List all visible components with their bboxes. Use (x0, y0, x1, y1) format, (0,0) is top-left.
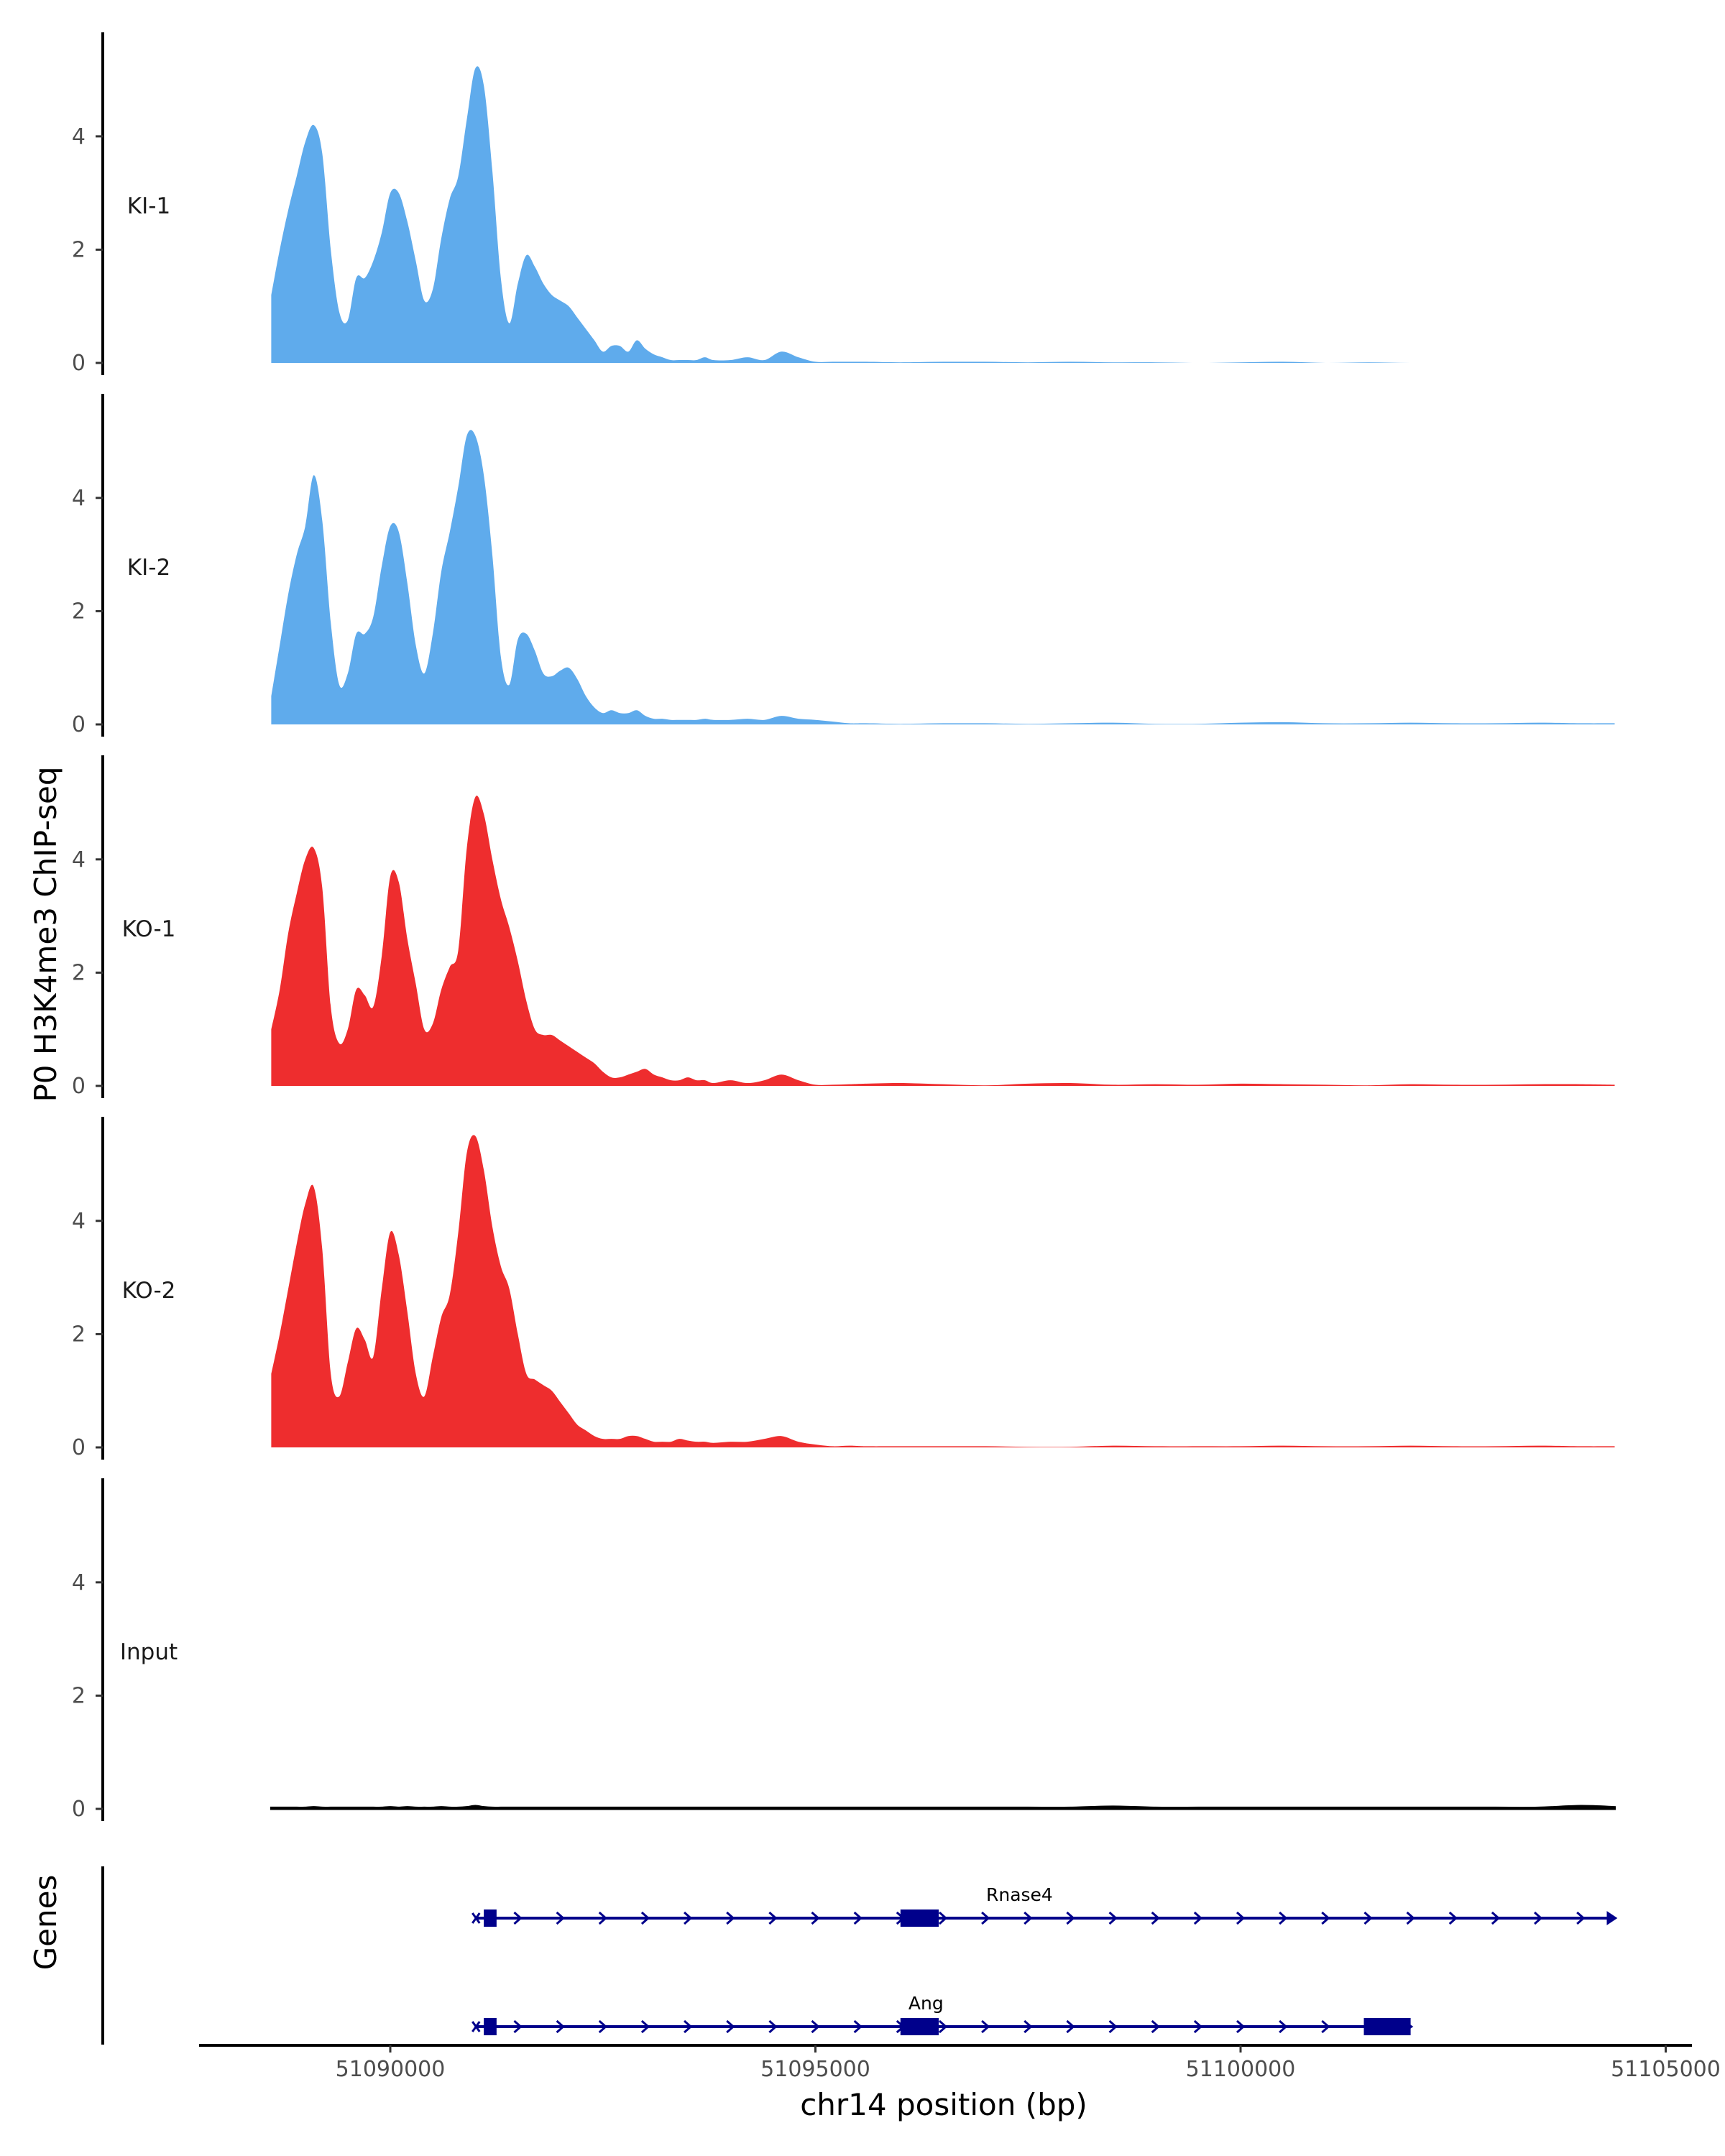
y-axis-title: P0 H3K4me3 ChIP-seq (28, 766, 63, 1102)
strand-arrow-rnase4 (1363, 1911, 1373, 1925)
x-tick-label-51100000: 51100000 (1186, 2057, 1296, 2082)
x-tick-label-51105000: 51105000 (1611, 2057, 1721, 2082)
strand-arrow-ang (640, 2019, 650, 2034)
strand-arrow-ang (726, 2019, 735, 2034)
signal-area-input (270, 1805, 1616, 1810)
signal-area-ko-1 (271, 796, 1615, 1086)
signal-area-ki-2 (271, 430, 1615, 724)
strand-arrow-rnase4 (853, 1911, 862, 1925)
y-tick-label-ki-2-4: 4 (72, 486, 86, 511)
signal-tracks: 0 2 4 KI-1 0 2 4 KI-2 0 2 4 KO-1 0 2 4 KO-2 0 2 4 Input (72, 32, 1616, 1822)
track-label-ko-2: KO-2 (122, 1278, 176, 1304)
genes-axis-title: Genes (28, 1875, 63, 1971)
track-label-ki-2: KI-2 (127, 555, 170, 581)
strand-arrow-rnase4 (1321, 1911, 1330, 1925)
track-ki-1: 0 2 4 KI-1 (72, 32, 1615, 376)
strand-arrow-rnase4 (768, 1911, 778, 1925)
y-tick-label-input-2: 2 (72, 1683, 86, 1708)
y-tick-label-ko-2-4: 4 (72, 1209, 86, 1234)
strand-arrow-ang (1193, 2019, 1203, 2034)
strand-arrow-rnase4 (1193, 1911, 1203, 1925)
strand-arrow-ang (853, 2019, 862, 2034)
y-tick-label-ko-2-2: 2 (72, 1322, 86, 1347)
strand-arrow-ang (981, 2019, 990, 2034)
exon-rnase4-1 (484, 1909, 497, 1927)
x-axis-title: chr14 position (bp) (800, 2087, 1087, 2122)
strand-arrow-rnase4 (1534, 1911, 1543, 1925)
track-ki-2: 0 2 4 KI-2 (72, 394, 1615, 737)
strand-arrow-ang (556, 2019, 565, 2034)
strand-arrow-rnase4 (1448, 1911, 1458, 1925)
x-tick-label-51095000: 51095000 (760, 2057, 870, 2082)
genes-panel: Rnase4 Ang (101, 1866, 1618, 2045)
y-tick-label-ki-1-0: 0 (72, 351, 86, 376)
strand-arrow-ang (513, 2019, 523, 2034)
y-tick-label-ki-1-2: 2 (72, 237, 86, 262)
strand-arrow-rnase4 (684, 1911, 693, 1925)
strand-arrow-rnase4 (556, 1911, 565, 1925)
strand-arrow-ang (1066, 2019, 1075, 2034)
strand-arrow-rnase4 (598, 1911, 608, 1925)
exon-rnase4-2 (900, 1909, 939, 1927)
strand-arrow-rnase4 (1406, 1911, 1415, 1925)
strand-arrow-rnase4 (1108, 1911, 1118, 1925)
strand-arrow-rnase4 (811, 1911, 820, 1925)
gene-ang: Ang (472, 1993, 1414, 2035)
signal-area-ko-2 (271, 1135, 1615, 1447)
strand-arrow-rnase4 (1279, 1911, 1288, 1925)
strand-arrow-ang (1151, 2019, 1160, 2034)
strand-arrow-ang (598, 2019, 608, 2034)
strand-arrow-rnase4 (981, 1911, 990, 1925)
strand-arrow-rnase4 (1151, 1911, 1160, 1925)
y-tick-label-ko-1-0: 0 (72, 1074, 86, 1099)
strand-arrow-ang (1108, 2019, 1118, 2034)
gene-start-marker-rnase4 (472, 1912, 481, 1924)
x-tick-label-51090000: 51090000 (336, 2057, 446, 2082)
strand-arrow-rnase4 (640, 1911, 650, 1925)
strand-arrow-rnase4 (513, 1911, 523, 1925)
track-label-ki-1: KI-1 (127, 193, 170, 219)
y-tick-label-input-0: 0 (72, 1797, 86, 1822)
y-tick-label-ki-2-2: 2 (72, 599, 86, 624)
strand-arrow-ang (938, 2019, 948, 2034)
strand-arrow-rnase4 (1236, 1911, 1246, 1925)
strand-arrow-rnase4 (1491, 1911, 1501, 1925)
exon-ang-2 (900, 2018, 939, 2035)
track-ko-1: 0 2 4 KO-1 (72, 755, 1615, 1099)
y-tick-label-input-4: 4 (72, 1570, 86, 1595)
genes-title-group: Genes (28, 1875, 63, 1971)
strand-arrow-rnase4 (1066, 1911, 1075, 1925)
strand-arrow-ang (1236, 2019, 1246, 2034)
gene-end-arrow-rnase4 (1606, 1911, 1618, 1925)
y-tick-label-ko-1-4: 4 (72, 847, 86, 872)
y-tick-label-ko-2-0: 0 (72, 1435, 86, 1460)
gene-label-rnase4: Rnase4 (986, 1884, 1053, 1905)
strand-arrow-rnase4 (1576, 1911, 1586, 1925)
y-tick-label-ki-2-0: 0 (72, 712, 86, 737)
strand-arrow-ang (1024, 2019, 1033, 2034)
strand-arrow-ang (811, 2019, 820, 2034)
y-tick-label-ki-1-4: 4 (72, 124, 86, 149)
strand-arrow-rnase4 (938, 1911, 948, 1925)
exon-ang-3 (1363, 2018, 1411, 2035)
y-axis-title-group: P0 H3K4me3 ChIP-seq (28, 766, 63, 1102)
strand-arrow-ang (768, 2019, 778, 2034)
strand-arrow-rnase4 (1024, 1911, 1033, 1925)
track-label-ko-1: KO-1 (122, 916, 176, 942)
strand-arrow-rnase4 (726, 1911, 735, 1925)
y-tick-label-ko-1-2: 2 (72, 960, 86, 985)
track-label-input: Input (120, 1639, 178, 1665)
exon-ang-1 (484, 2018, 497, 2035)
strand-arrow-ang (1279, 2019, 1288, 2034)
signal-area-ki-1 (271, 66, 1615, 364)
gene-start-marker-ang (472, 2021, 481, 2032)
track-ko-2: 0 2 4 KO-2 (72, 1117, 1615, 1460)
gene-rnase4: Rnase4 (472, 1884, 1618, 1927)
strand-arrow-ang (1321, 2019, 1330, 2034)
x-axis: 51090000 51095000 51100000 51105000 (199, 2044, 1721, 2082)
track-input: 0 2 4 Input (72, 1478, 1616, 1822)
strand-arrow-ang (684, 2019, 693, 2034)
gene-label-ang: Ang (908, 1993, 944, 2014)
